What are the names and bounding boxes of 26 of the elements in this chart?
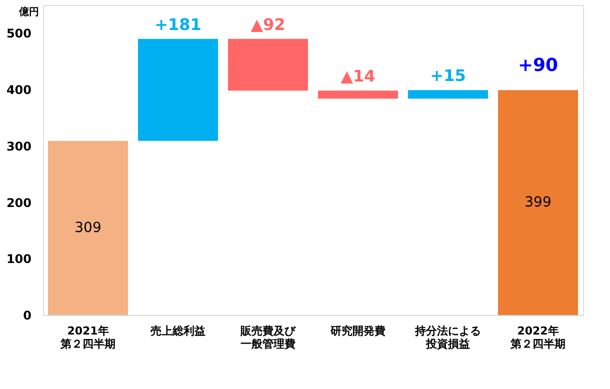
y-tick-label: 100 [6, 252, 32, 266]
y-tick-label: 200 [6, 196, 32, 210]
x-tick-label: 2022年第２四半期 [510, 324, 566, 350]
bar [318, 90, 398, 99]
y-tick-label: 500 [6, 26, 32, 41]
bar [228, 38, 308, 91]
bar [408, 90, 488, 99]
y-tick-label: 300 [6, 139, 32, 154]
bar [138, 38, 218, 141]
bar [48, 140, 128, 315]
annotation: +90 [518, 55, 558, 76]
y-tick-label: 400 [6, 83, 32, 98]
x-tick-label: 持分法による投資損益 [414, 324, 481, 350]
data-label: ▲92 [250, 14, 286, 34]
bar [498, 90, 578, 315]
data-label: ▲14 [340, 66, 376, 86]
data-label: 399 [524, 194, 552, 211]
x-tick-label: 研究開発費 [330, 324, 386, 338]
data-label: +181 [154, 14, 202, 34]
data-label: 309 [74, 220, 102, 236]
y-tick-label: 0 [23, 308, 32, 322]
x-tick-label: 売上総利益 [150, 324, 206, 338]
x-tick-label: 2021年第２四半期 [60, 324, 116, 350]
x-tick-label: 販売費及び一般管理費 [240, 324, 296, 350]
data-label: +15 [430, 66, 466, 86]
y-axis-title: 億円 [18, 6, 39, 18]
